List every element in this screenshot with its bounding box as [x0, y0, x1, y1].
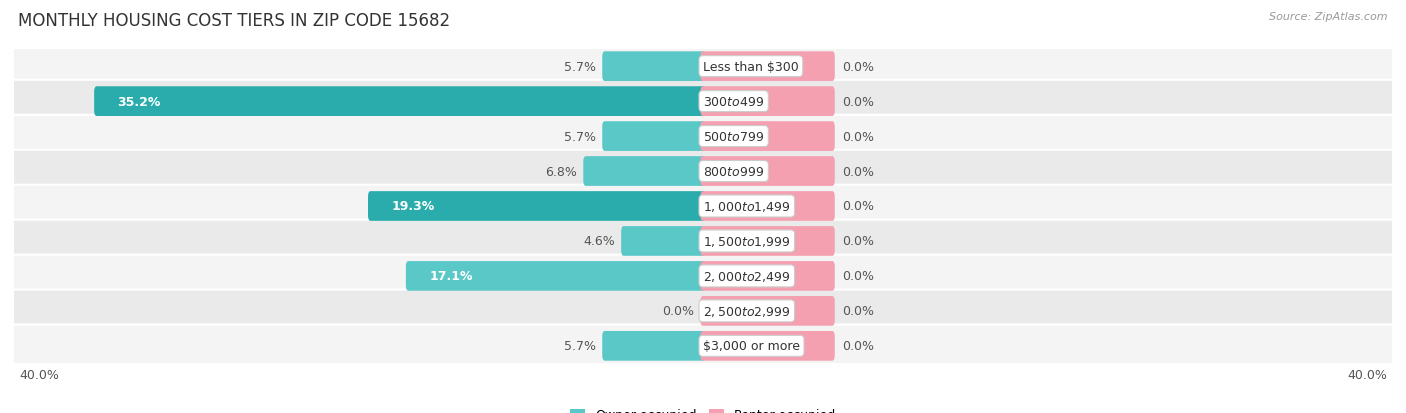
FancyBboxPatch shape [700, 331, 835, 361]
FancyBboxPatch shape [602, 122, 706, 152]
Text: 40.0%: 40.0% [20, 368, 59, 381]
FancyBboxPatch shape [11, 255, 1395, 297]
FancyBboxPatch shape [700, 157, 835, 186]
FancyBboxPatch shape [700, 261, 835, 291]
Text: Less than $300: Less than $300 [703, 61, 799, 74]
FancyBboxPatch shape [11, 116, 1395, 158]
Text: 0.0%: 0.0% [842, 165, 875, 178]
Text: 0.0%: 0.0% [662, 305, 695, 318]
Text: 0.0%: 0.0% [842, 235, 875, 248]
FancyBboxPatch shape [621, 227, 706, 256]
FancyBboxPatch shape [700, 52, 835, 82]
Text: 0.0%: 0.0% [842, 130, 875, 143]
FancyBboxPatch shape [11, 185, 1395, 228]
FancyBboxPatch shape [700, 296, 835, 326]
FancyBboxPatch shape [11, 290, 1395, 332]
Text: 35.2%: 35.2% [117, 95, 160, 108]
Text: 19.3%: 19.3% [391, 200, 434, 213]
Text: $500 to $799: $500 to $799 [703, 130, 765, 143]
Text: 0.0%: 0.0% [842, 200, 875, 213]
FancyBboxPatch shape [406, 261, 706, 291]
Text: 4.6%: 4.6% [583, 235, 616, 248]
FancyBboxPatch shape [700, 227, 835, 256]
FancyBboxPatch shape [94, 87, 706, 117]
Text: $3,000 or more: $3,000 or more [703, 339, 800, 352]
Text: 6.8%: 6.8% [546, 165, 578, 178]
FancyBboxPatch shape [700, 87, 835, 117]
Text: $300 to $499: $300 to $499 [703, 95, 765, 108]
FancyBboxPatch shape [602, 52, 706, 82]
Text: $2,000 to $2,499: $2,000 to $2,499 [703, 269, 790, 283]
FancyBboxPatch shape [700, 192, 835, 221]
Text: MONTHLY HOUSING COST TIERS IN ZIP CODE 15682: MONTHLY HOUSING COST TIERS IN ZIP CODE 1… [18, 12, 450, 30]
FancyBboxPatch shape [11, 150, 1395, 193]
Text: 40.0%: 40.0% [1347, 368, 1386, 381]
FancyBboxPatch shape [11, 46, 1395, 88]
Text: $2,500 to $2,999: $2,500 to $2,999 [703, 304, 790, 318]
Text: Source: ZipAtlas.com: Source: ZipAtlas.com [1270, 12, 1388, 22]
Text: $1,000 to $1,499: $1,000 to $1,499 [703, 199, 790, 214]
FancyBboxPatch shape [700, 122, 835, 152]
Text: $1,500 to $1,999: $1,500 to $1,999 [703, 235, 790, 248]
Text: 5.7%: 5.7% [564, 130, 596, 143]
FancyBboxPatch shape [11, 220, 1395, 263]
Text: 17.1%: 17.1% [429, 270, 472, 283]
FancyBboxPatch shape [11, 325, 1395, 367]
Text: 5.7%: 5.7% [564, 339, 596, 352]
Text: 5.7%: 5.7% [564, 61, 596, 74]
Text: 0.0%: 0.0% [842, 61, 875, 74]
Text: 0.0%: 0.0% [842, 95, 875, 108]
Text: 0.0%: 0.0% [842, 270, 875, 283]
FancyBboxPatch shape [583, 157, 706, 186]
FancyBboxPatch shape [11, 81, 1395, 123]
Text: 0.0%: 0.0% [842, 305, 875, 318]
FancyBboxPatch shape [368, 192, 706, 221]
Text: $800 to $999: $800 to $999 [703, 165, 765, 178]
Text: 0.0%: 0.0% [842, 339, 875, 352]
Legend: Owner-occupied, Renter-occupied: Owner-occupied, Renter-occupied [565, 404, 841, 413]
FancyBboxPatch shape [602, 331, 706, 361]
